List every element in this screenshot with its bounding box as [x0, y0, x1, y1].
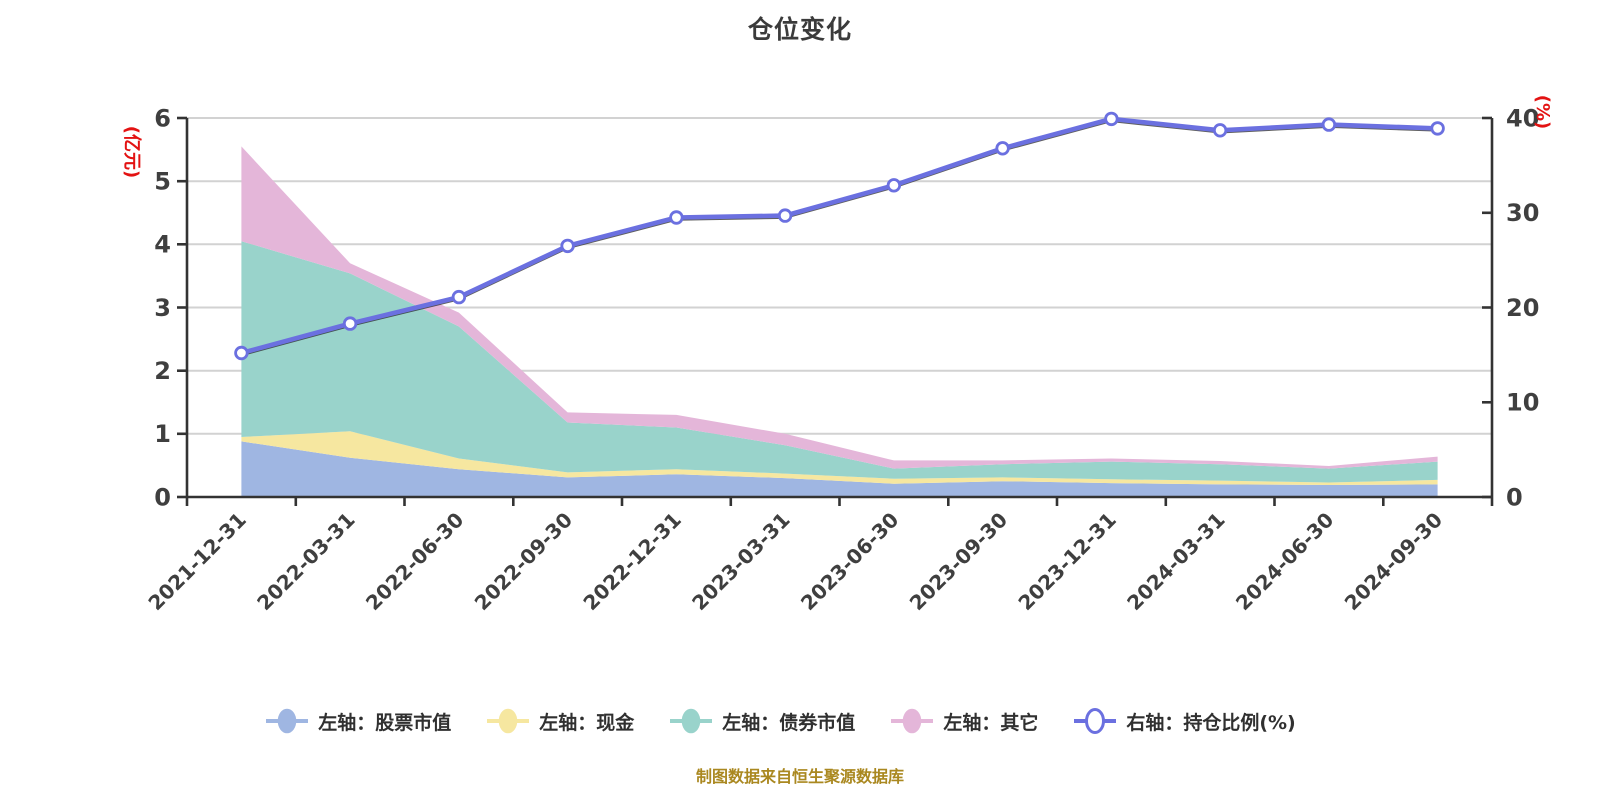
legend-marker-icon — [487, 708, 530, 734]
legend-item-0[interactable]: 左轴：股票市值 — [264, 706, 451, 736]
right-axis-unit-label: (%) — [1532, 95, 1553, 130]
legend-label: 左轴：债券市值 — [722, 711, 856, 734]
svg-text:30: 30 — [1506, 199, 1539, 227]
legend-item-4[interactable]: 右轴：持仓比例(%) — [1072, 706, 1296, 736]
area-series-3 — [241, 146, 1438, 469]
svg-text:4: 4 — [154, 231, 171, 259]
legend-marker-icon — [266, 708, 309, 734]
legend-marker-icon — [1074, 708, 1117, 734]
legend-item-3[interactable]: 左轴：其它 — [889, 706, 1038, 736]
legend-marker-icon — [670, 708, 713, 734]
svg-text:10: 10 — [1506, 389, 1539, 417]
svg-text:2024-09-30: 2024-09-30 — [1340, 508, 1447, 615]
svg-text:40: 40 — [1506, 104, 1539, 132]
svg-text:0: 0 — [154, 483, 171, 511]
page-title: 仓位变化 — [747, 15, 852, 44]
area-series-0 — [241, 441, 1438, 497]
ratio-line-dots — [234, 111, 1445, 361]
svg-text:1: 1 — [154, 420, 171, 448]
svg-text:0: 0 — [1506, 483, 1523, 511]
svg-text:6: 6 — [154, 104, 171, 132]
svg-text:2021-12-31: 2021-12-31 — [143, 508, 250, 615]
svg-text:2022-09-30: 2022-09-30 — [470, 508, 577, 615]
svg-text:2022-03-31: 2022-03-31 — [252, 508, 359, 615]
svg-text:2023-09-30: 2023-09-30 — [905, 508, 1012, 615]
chart-legend: 左轴：股票市值 左轴：现金 左轴：债券市值 左轴：其它 右轴：持仓比例(%) — [0, 706, 1560, 736]
legend-label: 右轴：持仓比例(%) — [1126, 711, 1296, 734]
right-axis-tick-labels: 0 10 20 30 40 — [1506, 104, 1539, 511]
axes — [177, 116, 1494, 506]
svg-text:20: 20 — [1506, 294, 1539, 322]
svg-text:2024-03-31: 2024-03-31 — [1122, 508, 1229, 615]
svg-text:3: 3 — [154, 294, 171, 322]
legend-marker-icon — [891, 708, 934, 734]
area-series-1 — [241, 431, 1438, 485]
legend-item-1[interactable]: 左轴：现金 — [485, 706, 634, 736]
legend-label: 左轴：现金 — [539, 711, 635, 734]
ratio-line — [239, 116, 1440, 357]
legend-item-2[interactable]: 左轴：债券市值 — [668, 706, 855, 736]
svg-text:2023-03-31: 2023-03-31 — [687, 508, 794, 615]
svg-text:2022-12-31: 2022-12-31 — [578, 508, 685, 615]
position-change-chart: 0 1 2 3 4 5 6 0 10 20 30 40 2021-12-31 2022-03-31 2022… — [121, 95, 1553, 615]
x-axis-labels: 2021-12-31 2022-03-31 2022-06-30 2022-09-30… — [143, 508, 1447, 615]
svg-text:2023-12-31: 2023-12-31 — [1013, 508, 1120, 615]
left-axis-tick-labels: 0 1 2 3 4 5 6 — [154, 104, 171, 511]
svg-text:2: 2 — [154, 357, 171, 385]
svg-text:2023-06-30: 2023-06-30 — [796, 508, 903, 615]
left-axis-unit-label: (亿元) — [121, 126, 143, 178]
svg-text:5: 5 — [154, 168, 171, 196]
data-source-note: 制图数据来自恒生聚源数据库 — [695, 767, 904, 786]
legend-label: 左轴：其它 — [943, 711, 1039, 734]
stacked-areas — [241, 146, 1438, 497]
area-series-2 — [241, 241, 1438, 483]
svg-text:2024-06-30: 2024-06-30 — [1231, 508, 1338, 615]
svg-text:2022-06-30: 2022-06-30 — [361, 508, 468, 615]
legend-label: 左轴：股票市值 — [318, 711, 452, 734]
